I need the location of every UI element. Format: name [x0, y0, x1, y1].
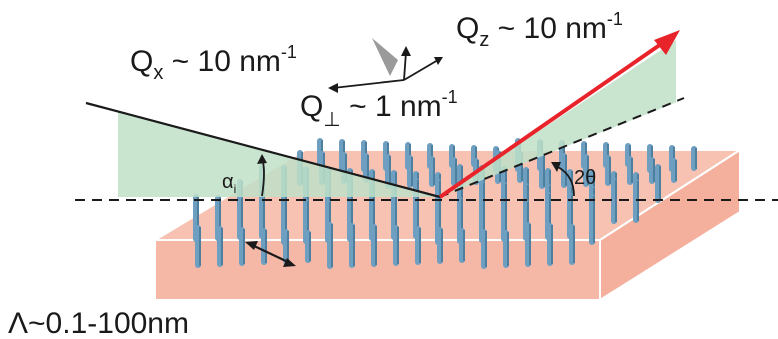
two-theta-angle-arc: [551, 162, 575, 197]
nanopillar-shade: [483, 200, 485, 241]
nanopillar-shade: [395, 196, 397, 238]
nanopillar-shade: [263, 199, 265, 237]
reflected-beam-cone: [440, 40, 682, 197]
nanopillar-shade: [199, 227, 201, 266]
nanopillar-shade: [631, 158, 633, 183]
nanopillar-shade: [397, 227, 399, 264]
nanopillar-shade: [329, 202, 331, 241]
incident-beam-line: [85, 101, 441, 199]
nanopillar-shade: [615, 180, 617, 222]
nanopillar-shade: [549, 170, 551, 199]
nanopillar-shade: [419, 228, 421, 263]
nanopillar-shade: [549, 194, 551, 238]
nanopillar-shade: [461, 199, 463, 242]
nanopillar-shade: [629, 145, 631, 165]
nanopillar-shade: [695, 148, 697, 169]
two-theta-label: 2θ: [574, 167, 596, 189]
nanopillar-shade: [351, 194, 353, 240]
nanopillar-shade: [475, 147, 477, 165]
nanopillar-shade: [439, 198, 441, 243]
nanopillar-shade: [197, 196, 199, 240]
nanopillar-shade: [529, 224, 531, 265]
nanopillar-shade: [353, 225, 355, 266]
reflected-beam-arrow: [438, 30, 680, 199]
nanopillar-shade: [243, 229, 245, 264]
nanopillar-shade: [675, 160, 677, 181]
nanopillar-shade: [433, 158, 435, 185]
qz-label: Qz ~ 10 nm-1: [456, 9, 623, 51]
nanopillar-shade: [441, 229, 443, 262]
nanopillar-shade: [543, 154, 545, 187]
nanopillar-shade: [587, 156, 589, 185]
exit-plane-dashed-line: [439, 97, 685, 198]
nanopillar-shade: [485, 231, 487, 267]
nanopillar-shade: [571, 195, 573, 237]
alpha-angle-arc: [257, 154, 267, 197]
nanopillar-shade: [573, 226, 575, 263]
nanopillar-shade: [265, 230, 267, 263]
nanopillar-shade: [507, 232, 509, 266]
nanopillar-shade: [367, 155, 369, 181]
axes-icon-gray-plane: [372, 38, 398, 76]
nanopillar-shade: [521, 153, 523, 181]
nanopillar-shade: [345, 154, 347, 182]
nanopillar-shade: [287, 231, 289, 262]
nanopillar-shade: [505, 201, 507, 240]
nanopillar-shade: [551, 225, 553, 264]
nanopillar-shade: [453, 146, 455, 166]
nanopillar-shade: [221, 228, 223, 265]
nanopillar-shade: [653, 159, 655, 182]
nanopillar-shade: [309, 232, 311, 261]
axes-icon: [328, 38, 443, 93]
nanopillar-shade: [593, 196, 595, 243]
nanopillar-shade: [373, 195, 375, 239]
nanopillar-shade: [455, 159, 457, 184]
nanopillar-shade: [389, 156, 391, 187]
nanopillar-shade: [417, 197, 419, 237]
slab-side-face: [599, 148, 741, 302]
nanopillar-shade: [375, 226, 377, 265]
nanopillar-shade: [411, 157, 413, 186]
qx-label: Qx ~ 10 nm-1: [130, 42, 297, 84]
nanopillar-shade: [463, 230, 465, 261]
qperp-label: Q⊥ ~ 1 nm-1: [300, 87, 458, 131]
nanopillar-shade: [307, 201, 309, 242]
nanopillar-shade: [331, 224, 333, 267]
period-label: Λ~0.1-100nm: [8, 307, 189, 339]
alpha-i-label: αi: [222, 171, 236, 196]
period-double-arrow: [245, 241, 296, 267]
nanopillar-shade: [659, 166, 661, 201]
nanopillar-shade: [285, 200, 287, 243]
nanopillar-shade: [241, 198, 243, 238]
nanopillar-shade: [565, 155, 567, 186]
nanopillar-shade: [219, 197, 221, 239]
nanopillar-shade: [609, 157, 611, 184]
nanopillar-shade: [527, 202, 529, 239]
